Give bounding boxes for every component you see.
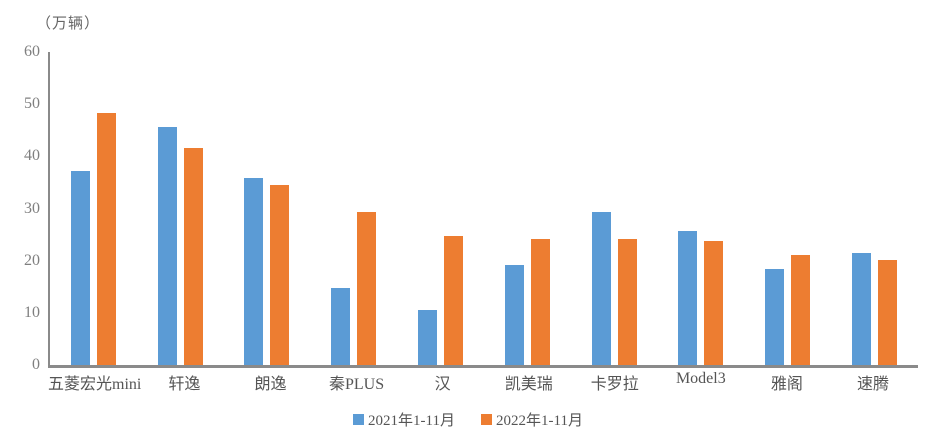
legend-label: 2022年1-11月 [496,412,583,429]
x-axis-label: 五菱宏光mini [48,376,142,393]
x-axis-label: 朗逸 [254,376,287,393]
x-axis-label: 雅阁 [770,376,803,393]
bar-2021年1-11月 [765,269,785,365]
y-axis-tick-label: 50 [24,95,40,113]
x-axis-label: 卡罗拉 [590,376,639,393]
x-axis-label: 汉 [434,376,451,393]
x-axis-label: 凯美瑞 [504,376,553,393]
x-axis-label: 秦PLUS [328,376,385,393]
legend-swatch-icon [353,413,365,425]
bar-2021年1-11月 [678,231,698,365]
bar-2022年1-11月 [791,254,811,365]
bar-2022年1-11月 [878,259,898,365]
bar-2022年1-11月 [444,236,464,365]
bar-group [658,52,745,365]
bar-groups [50,52,918,365]
legend-swatch-icon [481,413,492,425]
bar-2022年1-11月 [357,211,377,365]
x-axis-label: Model3 [675,370,726,387]
legend: 2021年1-11月 2022年1-11月 [0,406,936,432]
bar-group [831,52,918,365]
legend-label: 2021年1-11月 [368,412,455,429]
x-axis-label: 速腾 [857,376,890,393]
bar-2021年1-11月 [418,310,438,365]
bar-2022年1-11月 [270,185,290,365]
bar-2022年1-11月 [704,241,724,365]
bar-2021年1-11月 [70,170,90,365]
bar-2022年1-11月 [530,238,550,365]
y-axis-unit-label: （万辆） [36,16,101,32]
bar-2021年1-11月 [852,253,872,365]
bar-2021年1-11月 [244,177,264,365]
bar-group [310,52,397,365]
bar-2022年1-11月 [96,113,116,365]
bar-group [50,52,137,365]
plot-area [48,52,918,368]
bar-2021年1-11月 [504,264,524,365]
bar-2021年1-11月 [591,211,611,365]
bar-group [224,52,311,365]
bar-group [744,52,831,365]
legend-item: 2022年1-11月 [481,409,583,430]
y-axis-tick-label: 0 [32,356,40,373]
bar-group [397,52,484,365]
y-axis-tick-label: 40 [24,147,40,165]
legend-item: 2021年1-11月 [353,409,455,430]
y-axis-tick-label: 60 [24,43,40,60]
y-axis-tick-label: 10 [24,303,40,321]
y-axis-tick-label: 20 [24,251,40,269]
bar-2021年1-11月 [331,288,351,365]
bar-2022年1-11月 [183,148,203,365]
bar-group [571,52,658,365]
bar-2022年1-11月 [617,239,637,365]
y-axis-tick-label: 30 [24,199,40,217]
bar-group [484,52,571,365]
x-axis-label: 轩逸 [168,376,201,393]
bar-group [137,52,224,365]
bar-2021年1-11月 [157,127,177,365]
x-axis: 五菱宏光mini 轩逸 朗逸 秦PLUS 汉 凯美瑞 卡罗拉 Model3 雅阁 速腾 [48,370,916,394]
